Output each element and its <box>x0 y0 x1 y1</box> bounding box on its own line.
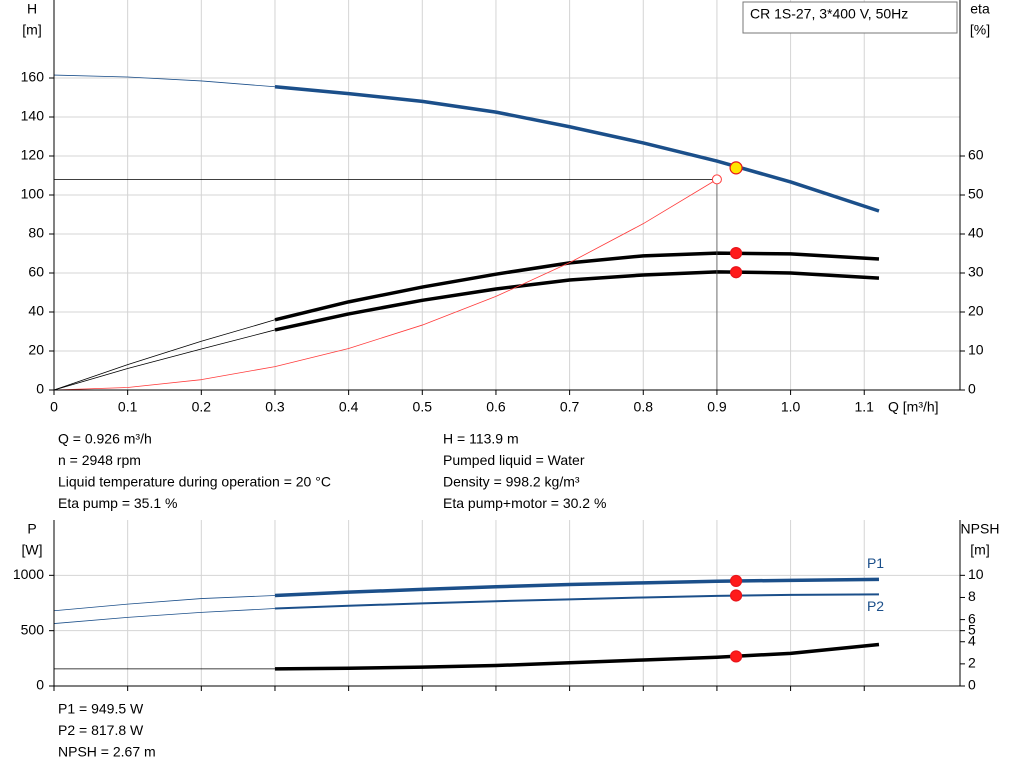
y2-unit: [%] <box>970 22 990 38</box>
curve <box>274 642 880 671</box>
curve <box>53 329 276 391</box>
y-tick-label: 60 <box>28 264 44 280</box>
y-tick-label: 1000 <box>13 566 44 582</box>
info-line: P1 = 949.5 W <box>58 701 144 717</box>
duty-point <box>711 174 722 185</box>
x-tick-label: 1.1 <box>855 399 875 415</box>
curve <box>53 74 276 88</box>
info-line: Density = 998.2 kg/m³ <box>443 474 580 490</box>
info-line: NPSH = 2.67 m <box>58 744 156 760</box>
info-line: H = 113.9 m <box>443 431 519 447</box>
y2-tick-label: 30 <box>968 264 984 280</box>
y2-tick-label: 10 <box>968 566 984 582</box>
y-tick-label: 140 <box>21 108 45 124</box>
legend-text: CR 1S-27, 3*400 V, 50Hz <box>750 6 908 22</box>
curve <box>53 179 718 391</box>
y2-tick-label: 6 <box>968 610 976 626</box>
info-line: Eta pump = 35.1 % <box>58 495 177 511</box>
y2-tick-label: 8 <box>968 588 976 604</box>
x-tick-label: 0.2 <box>192 399 212 415</box>
curve <box>274 577 879 598</box>
curve <box>274 593 879 610</box>
y2-tick-label: 4 <box>968 632 976 648</box>
curve <box>274 85 880 213</box>
operating-point <box>729 650 743 663</box>
y-unit: [m] <box>22 22 41 38</box>
series-label: P1 <box>867 555 884 571</box>
y2-tick-label: 10 <box>968 342 984 358</box>
x-tick-label: 0.4 <box>339 399 359 415</box>
x-tick-label: 1.0 <box>781 399 801 415</box>
y2-label: NPSH <box>961 521 1000 537</box>
y-tick-label: 40 <box>28 303 44 319</box>
x-tick-label: 0.1 <box>118 399 138 415</box>
y2-label: eta <box>970 1 990 17</box>
x-tick-label: 0.5 <box>413 399 433 415</box>
y2-tick-label: 2 <box>968 655 976 671</box>
curve <box>53 595 275 612</box>
info-line: Q = 0.926 m³/h <box>58 431 152 447</box>
y2-tick-label: 40 <box>968 225 984 241</box>
y-label: P <box>27 521 36 537</box>
y-tick-label: 0 <box>36 677 44 693</box>
y-label: H <box>27 1 37 17</box>
operating-point <box>729 266 743 279</box>
info-line: P2 = 817.8 W <box>58 722 144 738</box>
y-tick-label: 500 <box>21 621 45 637</box>
y-tick-label: 0 <box>36 381 44 397</box>
curve <box>53 319 276 391</box>
operating-point <box>729 161 743 175</box>
y-tick-label: 80 <box>28 225 44 241</box>
curve <box>53 608 275 624</box>
y-tick-label: 120 <box>21 147 45 163</box>
y2-unit: [m] <box>970 542 989 558</box>
y2-tick-label: 50 <box>968 186 984 202</box>
info-line: n = 2948 rpm <box>58 452 141 468</box>
y-unit: [W] <box>22 542 43 558</box>
y2-tick-label: 20 <box>968 303 984 319</box>
y-tick-label: 160 <box>21 69 45 85</box>
x-tick-label: 0.7 <box>560 399 580 415</box>
x-label: Q [m³/h] <box>888 399 939 415</box>
x-tick-label: 0 <box>50 399 58 415</box>
x-tick-label: 0.6 <box>486 399 506 415</box>
info-line: Pumped liquid = Water <box>443 452 585 468</box>
info-line: Eta pump+motor = 30.2 % <box>443 495 606 511</box>
y2-tick-label: 60 <box>968 147 984 163</box>
y-tick-label: 100 <box>21 186 45 202</box>
y2-tick-label: 0 <box>968 381 976 397</box>
series-label: P2 <box>867 598 884 614</box>
y2-tick-label: 5 <box>968 621 976 637</box>
curve <box>274 270 880 332</box>
y-tick-label: 20 <box>28 342 44 358</box>
operating-point <box>729 574 743 588</box>
y2-tick-label: 0 <box>968 677 976 693</box>
x-tick-label: 0.3 <box>265 399 285 415</box>
operating-point <box>729 247 743 260</box>
legend-box <box>742 1 958 34</box>
operating-point <box>729 589 743 602</box>
x-tick-label: 0.9 <box>707 399 727 415</box>
x-tick-label: 0.8 <box>634 399 654 415</box>
info-line: Liquid temperature during operation = 20… <box>58 474 331 490</box>
